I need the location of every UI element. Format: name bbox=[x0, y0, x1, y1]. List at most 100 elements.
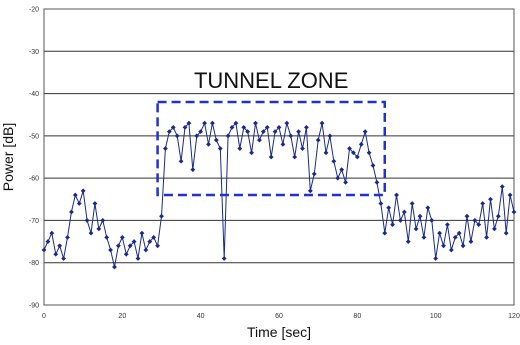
data-point bbox=[61, 256, 66, 261]
y-tick-labels: -90 -80 -70 -60 -50 -40 -30 -20 bbox=[29, 7, 39, 310]
data-point bbox=[315, 137, 321, 143]
data-point bbox=[272, 129, 278, 135]
data-point bbox=[210, 120, 215, 126]
data-point bbox=[480, 201, 486, 206]
data-point bbox=[358, 141, 364, 147]
data-point bbox=[456, 230, 462, 236]
data-point bbox=[217, 146, 223, 151]
data-point bbox=[237, 146, 243, 151]
data-point bbox=[108, 247, 113, 253]
data-point bbox=[268, 154, 274, 160]
data-point bbox=[159, 213, 164, 219]
data-point bbox=[492, 226, 497, 232]
data-point bbox=[507, 192, 513, 198]
series-layer bbox=[41, 120, 517, 270]
data-point bbox=[417, 213, 423, 219]
data-point bbox=[229, 125, 235, 130]
x-tick-label: 60 bbox=[275, 313, 283, 320]
data-point bbox=[119, 234, 125, 240]
data-point bbox=[143, 247, 149, 253]
tunnel-zone-label: TUNNEL ZONE bbox=[194, 68, 348, 93]
data-point bbox=[182, 125, 188, 130]
data-point bbox=[147, 239, 153, 244]
data-point bbox=[166, 129, 172, 135]
data-point bbox=[135, 256, 141, 261]
y-tick-label: -60 bbox=[29, 176, 39, 183]
data-point bbox=[394, 192, 399, 198]
data-point bbox=[127, 243, 133, 249]
data-point bbox=[84, 218, 90, 223]
data-point bbox=[213, 137, 219, 143]
data-point bbox=[464, 213, 470, 219]
data-point bbox=[100, 218, 106, 223]
data-point bbox=[366, 150, 372, 156]
data-point bbox=[511, 209, 517, 215]
data-point bbox=[441, 243, 446, 249]
data-point bbox=[405, 239, 411, 244]
data-point bbox=[472, 218, 478, 223]
data-point bbox=[335, 175, 341, 181]
data-point bbox=[260, 129, 266, 135]
data-point bbox=[123, 251, 129, 257]
data-point bbox=[409, 201, 415, 206]
data-point bbox=[304, 125, 309, 130]
data-point bbox=[131, 239, 137, 244]
x-tick-label: 40 bbox=[197, 313, 205, 320]
tunnel-zone-box bbox=[156, 100, 386, 197]
y-tick-label: -40 bbox=[29, 91, 39, 98]
data-point bbox=[374, 179, 380, 185]
data-point bbox=[288, 133, 294, 139]
data-point bbox=[339, 167, 345, 173]
data-point bbox=[170, 125, 176, 130]
x-tick-label: 20 bbox=[118, 313, 126, 320]
data-point bbox=[413, 226, 419, 232]
y-axis-title: Power [dB] bbox=[0, 123, 16, 191]
data-point bbox=[88, 230, 94, 236]
data-point bbox=[362, 129, 368, 135]
data-point bbox=[186, 120, 192, 126]
x-tick-labels: 0 20 40 60 80 100 120 bbox=[42, 313, 520, 320]
y-tick-label: -30 bbox=[29, 49, 39, 56]
data-point bbox=[378, 201, 384, 206]
data-point bbox=[249, 150, 254, 156]
data-point bbox=[284, 120, 290, 126]
data-point bbox=[76, 201, 82, 206]
data-point bbox=[468, 239, 474, 244]
data-point bbox=[225, 133, 231, 139]
data-point bbox=[174, 133, 180, 139]
data-point bbox=[484, 234, 489, 240]
data-point bbox=[448, 247, 454, 253]
y-tick-label: -50 bbox=[29, 133, 39, 140]
data-point bbox=[386, 205, 392, 211]
data-point bbox=[390, 222, 395, 228]
data-point bbox=[331, 158, 337, 164]
data-point bbox=[112, 264, 117, 270]
data-point bbox=[437, 230, 442, 236]
data-point bbox=[425, 205, 431, 211]
data-point bbox=[80, 188, 86, 194]
data-point bbox=[163, 146, 168, 151]
y-tick-label: -90 bbox=[29, 303, 39, 310]
plot-area-border bbox=[43, 8, 515, 306]
data-point bbox=[488, 196, 493, 202]
data-point bbox=[245, 129, 251, 135]
data-point bbox=[96, 226, 102, 232]
y-tick-label: -20 bbox=[29, 7, 39, 14]
data-point bbox=[347, 146, 352, 151]
data-point bbox=[194, 133, 200, 139]
data-point bbox=[343, 179, 348, 185]
data-point bbox=[155, 243, 160, 249]
data-point bbox=[253, 120, 258, 126]
data-point bbox=[65, 234, 70, 240]
data-point bbox=[104, 234, 110, 240]
annotation-layer: TUNNEL ZONE bbox=[156, 68, 386, 197]
data-point bbox=[151, 234, 157, 240]
x-tick-label: 80 bbox=[353, 313, 361, 320]
data-point bbox=[241, 125, 247, 130]
grid-lines bbox=[44, 50, 514, 264]
x-axis-title: Time [sec] bbox=[247, 324, 311, 340]
data-point bbox=[495, 213, 501, 219]
data-point bbox=[311, 171, 317, 177]
data-point bbox=[202, 120, 207, 126]
